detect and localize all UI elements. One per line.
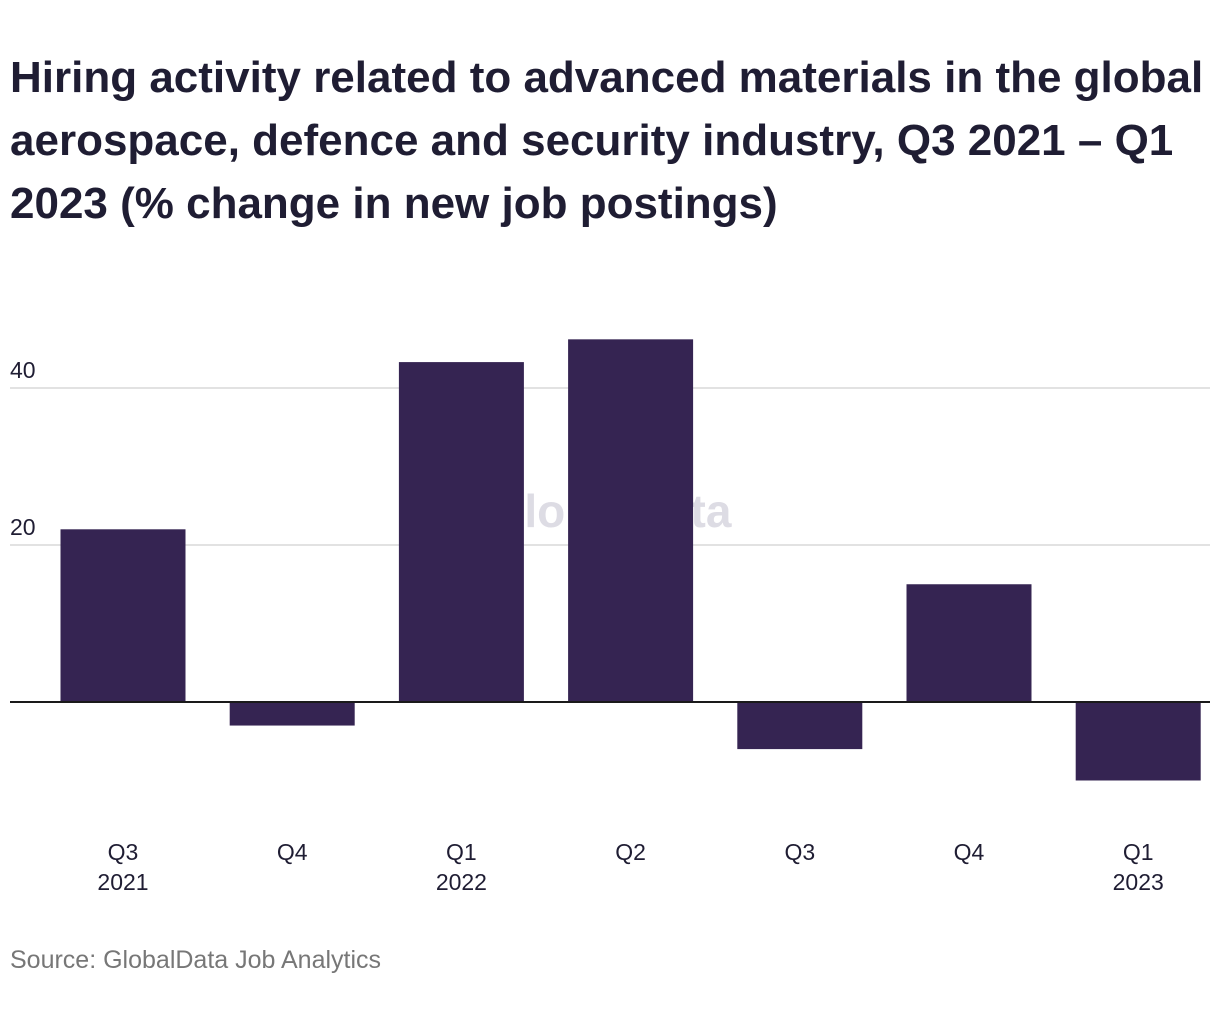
- bar: [737, 702, 863, 750]
- x-tick-label: 2023: [1113, 869, 1164, 895]
- bar: [568, 339, 694, 702]
- y-tick-label: 20: [10, 514, 36, 540]
- source-note: Source: GlobalData Job Analytics: [10, 946, 382, 974]
- x-tick-label: 2022: [436, 869, 487, 895]
- x-tick-label: Q3: [784, 839, 815, 865]
- x-tick-label: Q4: [954, 839, 985, 865]
- x-tick-label: Q2: [615, 839, 646, 865]
- bar: [229, 702, 355, 726]
- x-tick-label: Q1: [1123, 839, 1154, 865]
- bar: [398, 362, 524, 702]
- x-tick-label: Q1: [446, 839, 477, 865]
- chart-title: Hiring activity related to advanced mate…: [10, 53, 1204, 228]
- bar: [1075, 702, 1201, 781]
- y-tick-label: 40: [10, 357, 36, 383]
- x-tick-label: 2021: [97, 869, 148, 895]
- x-tick-label: Q4: [277, 839, 308, 865]
- bar-chart: 2040GlobalDataQ32021Q4Q12022Q2Q3Q4Q12023: [10, 339, 1210, 895]
- bar: [906, 584, 1032, 702]
- x-tick-label: Q3: [108, 839, 139, 865]
- bar: [60, 529, 186, 702]
